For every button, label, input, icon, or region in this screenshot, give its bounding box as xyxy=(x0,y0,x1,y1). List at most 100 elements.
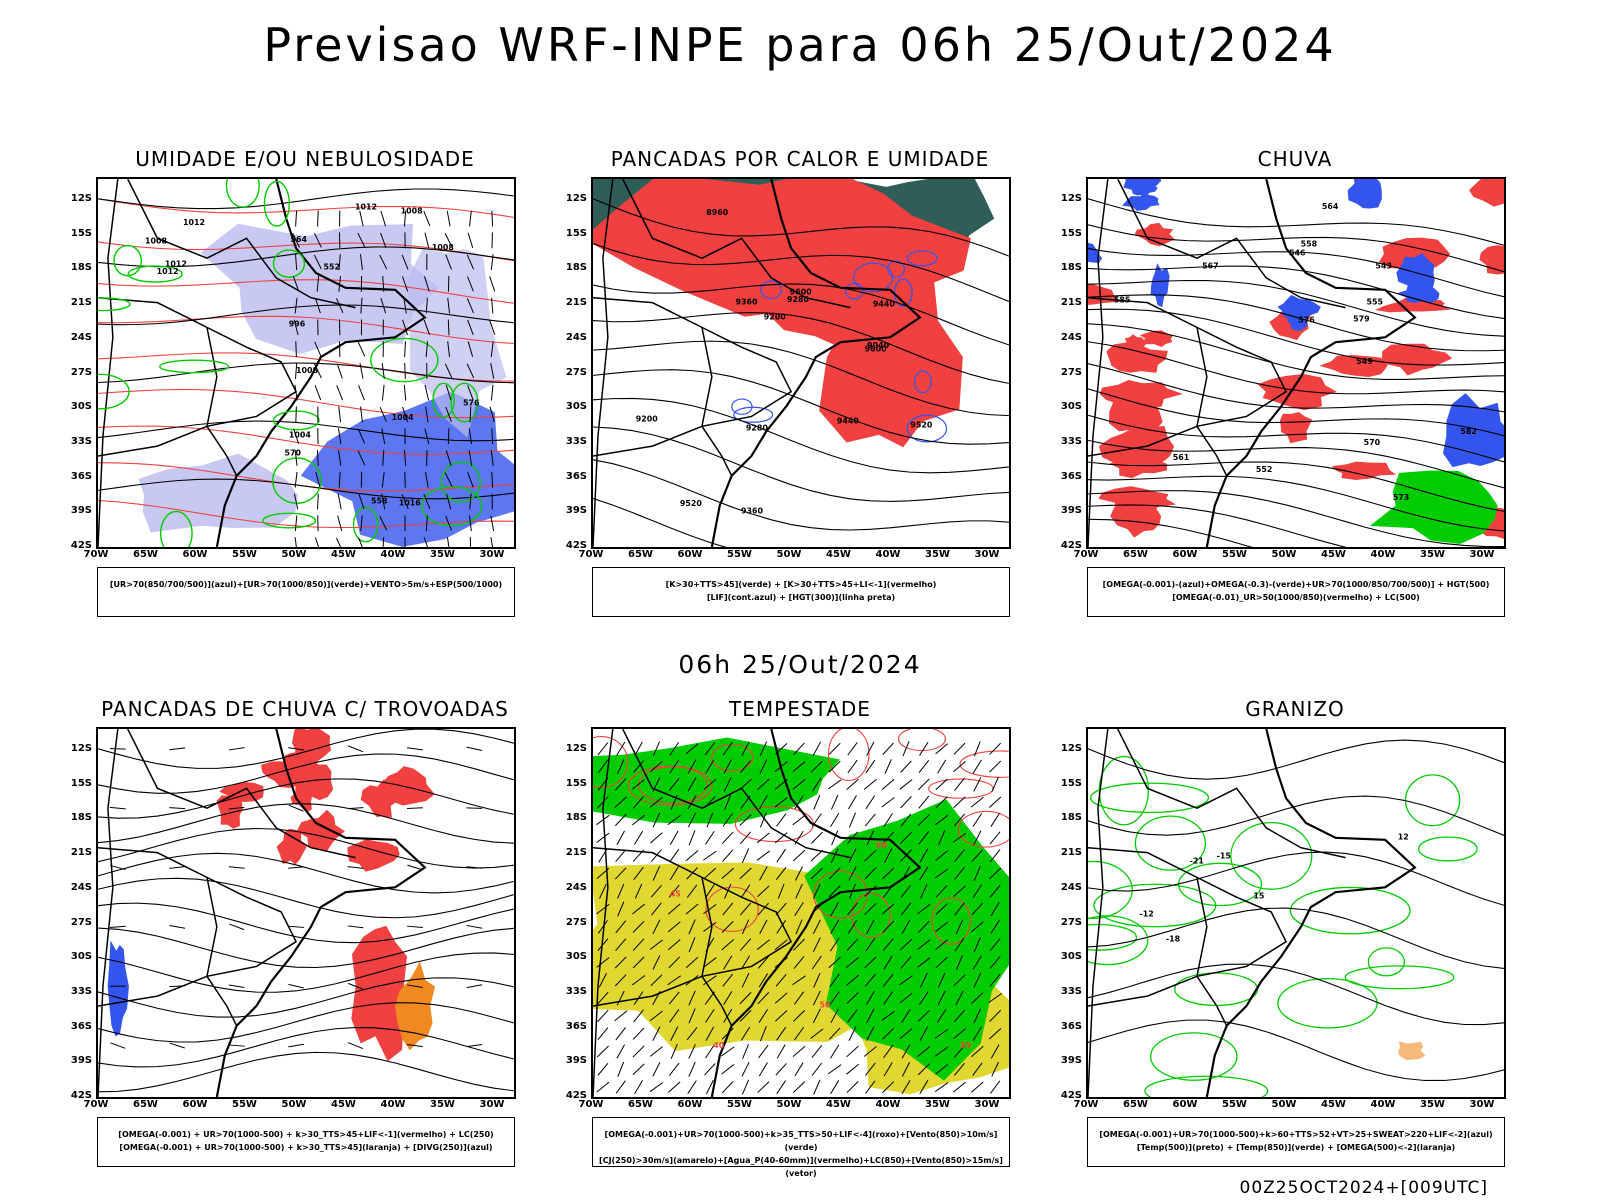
wind-vector xyxy=(917,939,931,950)
wind-area xyxy=(804,799,1009,1081)
map-tempestade[interactable]: 50 55 50 45 40 xyxy=(591,727,1011,1099)
wind-vector xyxy=(828,1027,841,1040)
wind-vector xyxy=(988,1027,1002,1040)
wind-vector xyxy=(596,1045,609,1058)
wind-vector xyxy=(758,1044,769,1059)
border-line xyxy=(98,729,119,1097)
wind-vector xyxy=(347,866,364,869)
wind-vector xyxy=(169,985,186,988)
wind-vector xyxy=(109,806,126,810)
wind-vector xyxy=(347,745,364,753)
height-contour xyxy=(1088,439,1504,489)
map-umidade[interactable]: 1008 1012 1008 1012 1004 1008 1012 1016 1012 996 5… xyxy=(96,177,516,549)
wind-vector xyxy=(973,830,982,846)
wind-vector xyxy=(956,954,963,970)
wind-vector xyxy=(917,814,930,826)
wind-vector xyxy=(293,319,299,336)
wind-vector xyxy=(989,831,1001,845)
wind-vector xyxy=(403,384,407,401)
wind-vector xyxy=(447,319,450,336)
wind-vector xyxy=(685,974,699,986)
precipitable-water-contour xyxy=(827,729,870,782)
storm-area xyxy=(360,779,400,818)
wind-vector xyxy=(634,741,643,756)
latitude-label: 27S xyxy=(565,916,587,928)
coastline xyxy=(710,179,922,547)
wind-vector xyxy=(670,1044,678,1059)
wind-vector xyxy=(633,830,644,845)
wind-vector xyxy=(759,919,768,935)
wind-vector xyxy=(793,956,805,969)
coastline xyxy=(215,729,427,1097)
longitude-label: 45W xyxy=(331,549,356,560)
wind-vector xyxy=(989,1009,1002,1022)
map-chuva[interactable]: 585 582 579 576 573 570 567 564 561 558 555 552 549 5… xyxy=(1086,177,1506,549)
wind-vector xyxy=(407,925,423,929)
pressure-contour xyxy=(98,420,514,442)
map-trovoadas[interactable] xyxy=(96,727,516,1099)
latitude-label: 18S xyxy=(1060,812,1082,824)
wind-vector xyxy=(973,865,981,881)
wind-vector xyxy=(631,779,646,790)
wind-vector xyxy=(740,902,752,916)
wind-vector xyxy=(917,1010,930,1022)
wind-vector xyxy=(688,1008,696,1024)
wind-vector xyxy=(918,831,930,845)
rain-area xyxy=(1479,245,1504,275)
wind-vector xyxy=(380,210,387,227)
height-contour xyxy=(593,243,1009,302)
wind-vector xyxy=(884,759,892,775)
precipitable-water-contour xyxy=(931,897,971,945)
latitude-label: 21S xyxy=(565,847,587,859)
wind-vector xyxy=(490,254,494,271)
wind-vector xyxy=(402,406,409,423)
latitude-label: 21S xyxy=(70,297,92,309)
wind-vector xyxy=(313,254,322,270)
wind-vector xyxy=(669,848,680,863)
wind-vector xyxy=(723,759,732,774)
wind-vector xyxy=(883,813,893,827)
wind-vector xyxy=(919,866,929,881)
longitude-label: 30W xyxy=(479,549,505,560)
precipitable-water-contour xyxy=(705,886,759,932)
contour-label: 570 xyxy=(284,449,301,458)
latitude-label: 27S xyxy=(1060,366,1082,378)
wind-vector xyxy=(881,796,895,808)
legend-line: [Temp(500)](preto) + [Temp(850)](verde) … xyxy=(1136,1143,1456,1152)
contour-label: 552 xyxy=(323,263,340,272)
wind-vector xyxy=(597,991,609,1005)
wind-vector xyxy=(597,1027,609,1041)
wind-vector xyxy=(688,990,696,1006)
wind-vector xyxy=(229,923,245,931)
wind-vector xyxy=(830,813,840,827)
map-pancadas-calor[interactable]: 9600 9520 9600 9440 9360 9280 9200 9040 8960 9520… xyxy=(591,177,1011,549)
wind-vector xyxy=(169,747,186,751)
wind-vector xyxy=(652,1026,661,1041)
wind-vector xyxy=(830,848,839,863)
wind-vector xyxy=(491,471,494,488)
storm-area xyxy=(295,758,334,801)
precipitable-water-contour xyxy=(711,743,754,772)
latitude-label: 24S xyxy=(1060,881,1082,893)
wind-vector xyxy=(688,1044,696,1059)
wind-vector xyxy=(293,428,300,444)
wind-vector xyxy=(953,1009,966,1023)
latitude-label: 36S xyxy=(1060,1020,1082,1032)
dummy xyxy=(98,463,137,474)
longitude-label: 40W xyxy=(380,1099,406,1110)
wind-vector xyxy=(687,1080,697,1095)
map-granizo[interactable]: -12 -15 -18 -21 12 15 xyxy=(1086,727,1506,1099)
wind-vector xyxy=(669,759,680,774)
wind-vector xyxy=(846,1081,859,1094)
panel-title-chuva: CHUVA xyxy=(1257,147,1333,171)
wind-vector xyxy=(633,866,644,881)
wind-vector xyxy=(615,938,627,951)
contour-label: 9440 xyxy=(837,417,860,426)
wind-vector xyxy=(972,759,982,774)
wind-vector xyxy=(423,537,429,547)
longitude-label: 40W xyxy=(1370,549,1396,560)
land-gap xyxy=(593,276,632,375)
map-canvas: -12 -15 -18 -21 12 15 xyxy=(1088,729,1504,1097)
wind-vector xyxy=(228,984,245,988)
longitude-label: 65W xyxy=(1123,549,1148,560)
